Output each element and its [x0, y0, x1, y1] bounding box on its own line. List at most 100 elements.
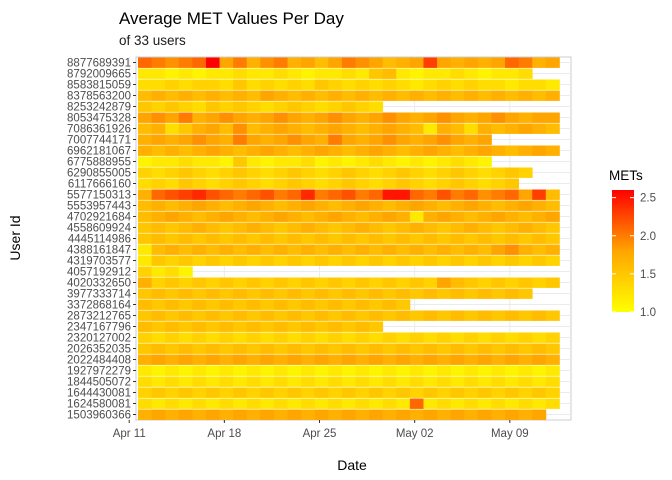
heatmap-cell: [505, 79, 520, 90]
heatmap-cell: [382, 189, 397, 200]
heatmap-cell: [151, 332, 166, 343]
heatmap-cell: [178, 211, 193, 222]
heatmap-cell: [409, 189, 424, 200]
heatmap-cell: [382, 145, 397, 156]
heatmap-cell: [246, 178, 261, 189]
x-tick-label: Apr 11: [113, 428, 146, 440]
heatmap-cell: [151, 200, 166, 211]
heatmap-cell: [423, 211, 438, 222]
heatmap-cell: [341, 255, 356, 266]
heatmap-cell: [450, 79, 465, 90]
heatmap-cell: [205, 354, 220, 365]
heatmap-cell: [273, 398, 288, 409]
legend-tick-label: 1.5: [640, 269, 656, 281]
heatmap-cell: [464, 409, 479, 420]
heatmap-cell: [192, 123, 207, 134]
heatmap-cell: [491, 112, 506, 123]
heatmap-cell: [464, 376, 479, 387]
heatmap-cell: [273, 299, 288, 310]
heatmap-cell: [505, 233, 520, 244]
heatmap-cell: [328, 112, 343, 123]
heatmap-cell: [518, 244, 533, 255]
heatmap-cell: [532, 145, 547, 156]
heatmap-cell: [518, 310, 533, 321]
heatmap-row: [138, 255, 560, 266]
heatmap-cell: [151, 112, 166, 123]
heatmap-cell: [273, 200, 288, 211]
heatmap-cell: [233, 299, 248, 310]
heatmap-cell: [273, 178, 288, 189]
heatmap-cell: [382, 387, 397, 398]
heatmap-row: [138, 178, 520, 189]
y-tick-label: 8053475328: [67, 113, 131, 125]
heatmap-cell: [328, 288, 343, 299]
heatmap-cell: [409, 222, 424, 233]
heatmap-cell: [192, 288, 207, 299]
heatmap-cell: [382, 343, 397, 354]
heatmap-cell: [219, 387, 234, 398]
heatmap-row: [138, 365, 560, 376]
heatmap-cell: [219, 222, 234, 233]
heatmap-cell: [314, 112, 329, 123]
heatmap-cell: [450, 189, 465, 200]
heatmap-cell: [355, 299, 370, 310]
heatmap-cell: [369, 343, 384, 354]
heatmap-cell: [138, 233, 152, 244]
heatmap-cell: [518, 332, 533, 343]
heatmap-cell: [192, 409, 207, 420]
heatmap-cell: [151, 68, 166, 79]
heatmap-cell: [301, 387, 316, 398]
heatmap-cell: [532, 409, 547, 420]
heatmap-cell: [151, 387, 166, 398]
x-tick-labels: Apr 11 Apr 18 Apr 25 May 02 May 09: [113, 420, 529, 440]
heatmap-cell: [409, 233, 424, 244]
heatmap-cell: [205, 134, 220, 145]
heatmap-cell: [260, 200, 275, 211]
heatmap-cell: [505, 211, 520, 222]
heatmap-cell: [192, 244, 207, 255]
heatmap-cell: [192, 101, 207, 112]
x-tick-label: Apr 25: [303, 428, 337, 440]
heatmap-cell: [355, 398, 370, 409]
heatmap-cell: [301, 57, 316, 68]
heatmap-cell: [382, 288, 397, 299]
heatmap-cell: [178, 68, 193, 79]
heatmap-cell: [219, 299, 234, 310]
heatmap-cell: [532, 233, 547, 244]
heatmap-cell: [151, 255, 166, 266]
heatmap-cell: [491, 244, 506, 255]
heatmap-cell: [301, 310, 316, 321]
heatmap-cell: [287, 200, 302, 211]
heatmap-cell: [518, 200, 533, 211]
heatmap-cell: [382, 134, 397, 145]
heatmap-cell: [301, 332, 316, 343]
heatmap-cell: [287, 90, 302, 101]
heatmap-cell: [437, 189, 452, 200]
heatmap-cell: [273, 343, 288, 354]
heatmap-cell: [219, 310, 234, 321]
heatmap-cell: [192, 354, 207, 365]
heatmap-cell: [423, 387, 438, 398]
heatmap-cell: [301, 134, 316, 145]
heatmap-cell: [518, 365, 533, 376]
heatmap-cell: [219, 156, 234, 167]
heatmap-cell: [423, 222, 438, 233]
heatmap-cell: [287, 277, 302, 288]
heatmap-cell: [178, 266, 193, 277]
heatmap-cell: [409, 211, 424, 222]
heatmap-cell: [491, 178, 506, 189]
heatmap-cell: [450, 354, 465, 365]
heatmap-cell: [437, 156, 452, 167]
heatmap-cell: [287, 189, 302, 200]
heatmap-cell: [409, 134, 424, 145]
heatmap-cell: [341, 101, 356, 112]
heatmap-cell: [409, 79, 424, 90]
heatmap-cell: [165, 266, 180, 277]
heatmap-cell: [192, 277, 207, 288]
heatmap-cell: [369, 123, 384, 134]
heatmap-cell: [505, 68, 520, 79]
heatmap-cell: [518, 167, 533, 178]
heatmap-row: [138, 200, 560, 211]
heatmap-row: [138, 244, 560, 255]
